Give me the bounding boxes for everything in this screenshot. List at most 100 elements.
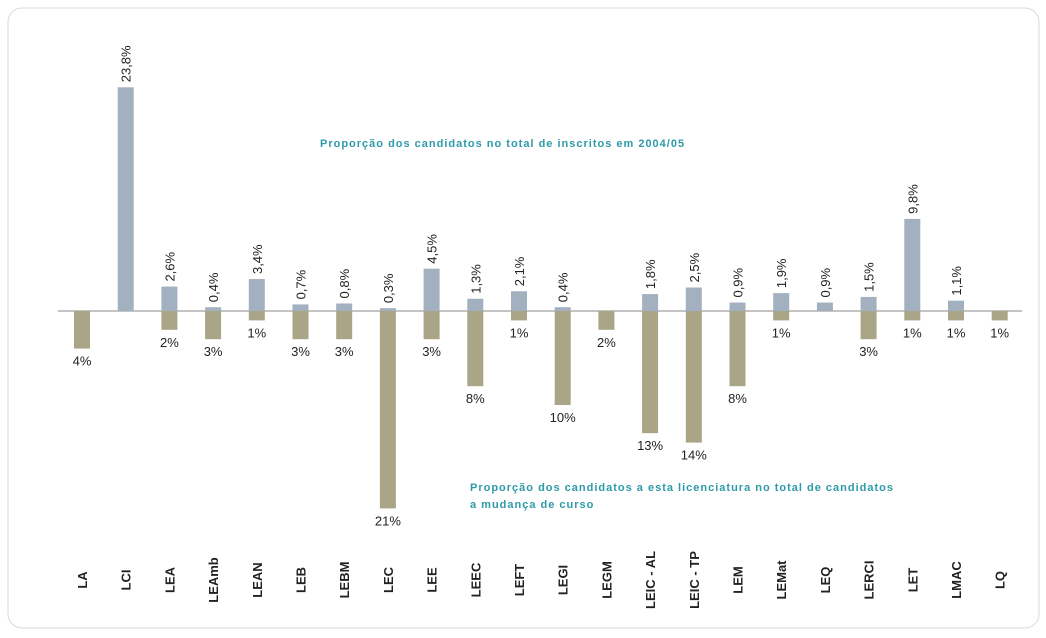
value-label: 3,4%: [250, 244, 265, 274]
bar: [467, 298, 484, 311]
value-label: 2%: [597, 335, 616, 350]
bar: [336, 303, 353, 311]
value-label: 3%: [422, 344, 441, 359]
value-label: 0,3%: [381, 273, 396, 303]
bar: [336, 311, 353, 340]
bar: [74, 311, 90, 349]
value-label: 0,4%: [206, 272, 221, 302]
x-tick-label: LERCI: [862, 561, 877, 600]
value-label: 2%: [160, 335, 179, 350]
annotation: Proporção dos candidatos a esta licencia…: [470, 482, 894, 494]
bar: [773, 311, 790, 321]
bar: [991, 311, 1008, 321]
bar: [904, 218, 921, 311]
value-label: 1,9%: [774, 258, 789, 288]
bar: [948, 300, 964, 311]
bar: [904, 311, 921, 321]
x-tick-label: LMAC: [949, 561, 964, 599]
x-tick-label: LEAmb: [206, 557, 221, 603]
bar: [729, 302, 746, 311]
bar: [642, 311, 659, 434]
bar: [117, 87, 134, 311]
bar: [511, 291, 527, 311]
value-label: 1%: [510, 325, 529, 340]
bar: [423, 311, 440, 340]
x-tick-label: LEBM: [337, 562, 352, 599]
x-tick-label: LEAN: [250, 562, 265, 597]
bar: [685, 311, 702, 443]
value-label: 21%: [375, 513, 401, 528]
value-label: 1,5%: [862, 262, 877, 292]
bar: [292, 304, 309, 311]
bar: [205, 307, 222, 311]
bar: [205, 311, 222, 340]
bar: [729, 311, 746, 387]
value-label: 0,4%: [556, 272, 571, 302]
x-tick-label: LEB: [294, 567, 309, 593]
value-label: 14%: [681, 448, 707, 463]
bar: [467, 311, 484, 387]
value-label: 3%: [859, 344, 878, 359]
x-tick-label: LEEC: [468, 562, 483, 597]
value-label: 0,9%: [731, 267, 746, 297]
value-label: 1,8%: [643, 259, 658, 289]
x-tick-label: LEMat: [774, 560, 789, 600]
bar: [423, 268, 440, 311]
value-label: 2,6%: [162, 251, 177, 281]
bar: [816, 302, 833, 311]
bar: [248, 311, 265, 321]
x-tick-label: LEC: [381, 566, 396, 593]
x-tick-label: LEIC - TP: [687, 551, 702, 609]
value-label: 9,8%: [905, 184, 920, 214]
bar: [379, 311, 396, 509]
x-tick-label: LEFT: [512, 564, 527, 597]
value-label: 10%: [550, 410, 576, 425]
value-label: 0,8%: [337, 268, 352, 298]
x-tick-label: LEM: [731, 566, 746, 593]
x-tick-label: LET: [905, 568, 920, 593]
bar: [598, 311, 615, 330]
x-tick-label: LEE: [425, 567, 440, 593]
value-label: 1,1%: [949, 266, 964, 296]
value-label: 2,5%: [687, 252, 702, 282]
annotation: a mudança de curso: [470, 499, 594, 511]
value-label: 13%: [637, 438, 663, 453]
x-tick-label: LCI: [119, 570, 134, 591]
bar: [685, 287, 702, 311]
bar: [379, 308, 396, 311]
bar: [248, 279, 265, 311]
bar: [860, 311, 877, 340]
value-label: 1%: [990, 325, 1009, 340]
bar: [161, 311, 178, 330]
x-tick-label: LA: [75, 571, 90, 589]
value-label: 1%: [903, 325, 922, 340]
value-label: 2,1%: [512, 256, 527, 286]
value-label: 1%: [247, 325, 266, 340]
value-label: 8%: [728, 391, 747, 406]
x-tick-label: LEGI: [556, 565, 571, 595]
bar: [948, 311, 964, 321]
value-label: 4%: [73, 354, 92, 369]
value-label: 0,9%: [818, 267, 833, 297]
bar: [554, 311, 571, 405]
x-tick-label: LEGM: [599, 561, 614, 599]
value-label: 1%: [947, 325, 966, 340]
value-label: 3%: [291, 344, 310, 359]
x-tick-label: LEIC - AL: [643, 551, 658, 609]
x-tick-label: LQ: [993, 571, 1008, 589]
annotation: Proporção dos candidatos no total de ins…: [320, 138, 685, 150]
value-label: 8%: [466, 391, 485, 406]
bar: [292, 311, 309, 340]
value-label: 3%: [204, 344, 223, 359]
bar: [860, 296, 877, 311]
x-tick-label: LEA: [162, 566, 177, 593]
value-label: 1%: [772, 325, 791, 340]
bar: [511, 311, 527, 321]
bar: [161, 286, 178, 311]
value-label: 1,3%: [468, 264, 483, 294]
value-label: 23,8%: [119, 45, 134, 82]
bar: [642, 294, 659, 311]
bar: [554, 307, 571, 311]
value-label: 0,7%: [294, 269, 309, 299]
bar: [773, 293, 790, 311]
